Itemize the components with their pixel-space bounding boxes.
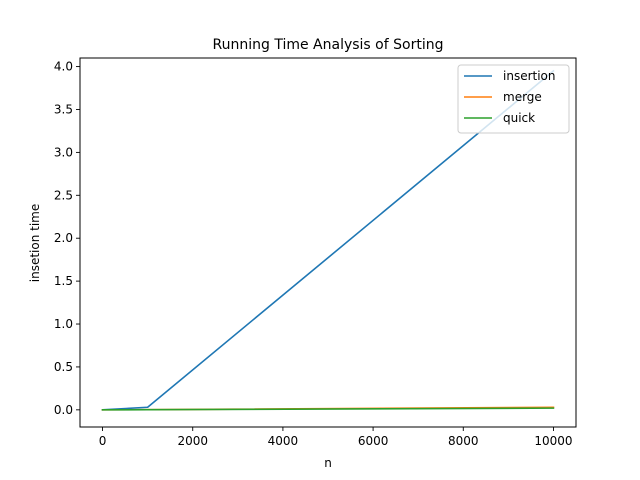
axes-frame xyxy=(79,57,577,428)
x-axis: 0 2000 4000 6000 8000 10000 xyxy=(99,427,573,448)
legend-label-quick: quick xyxy=(503,111,535,125)
y-tick-label: 2.5 xyxy=(54,188,73,202)
plot-area xyxy=(101,69,555,411)
series-line-insertion xyxy=(101,69,555,411)
y-tick-label: 2.0 xyxy=(54,231,73,245)
legend-label-insertion: insertion xyxy=(503,69,556,83)
x-tick-label: 4000 xyxy=(268,434,299,448)
y-tick-label: 1.5 xyxy=(54,274,73,288)
series-line-quick xyxy=(101,407,555,411)
y-tick-label: 3.5 xyxy=(54,102,73,116)
x-tick-label: 0 xyxy=(99,434,107,448)
y-tick-label: 0.5 xyxy=(54,360,73,374)
legend: insertion merge quick xyxy=(457,64,570,134)
y-tick-label: 0.0 xyxy=(54,403,73,417)
y-axis: 0.0 0.5 1.0 1.5 2.0 2.5 3.0 3.5 4.0 xyxy=(54,60,80,417)
y-tick-label: 4.0 xyxy=(54,60,73,74)
legend-box xyxy=(457,64,570,134)
chart-title: Running Time Analysis of Sorting xyxy=(213,37,444,53)
y-tick-label: 1.0 xyxy=(54,317,73,331)
y-tick-label: 3.0 xyxy=(54,145,73,159)
x-axis-label: n xyxy=(324,456,332,470)
x-tick-label: 6000 xyxy=(358,434,389,448)
x-tick-label: 10000 xyxy=(534,434,572,448)
x-tick-label: 8000 xyxy=(448,434,479,448)
y-axis-label: insetion time xyxy=(28,204,42,283)
x-tick-label: 2000 xyxy=(177,434,208,448)
legend-label-merge: merge xyxy=(503,90,542,104)
